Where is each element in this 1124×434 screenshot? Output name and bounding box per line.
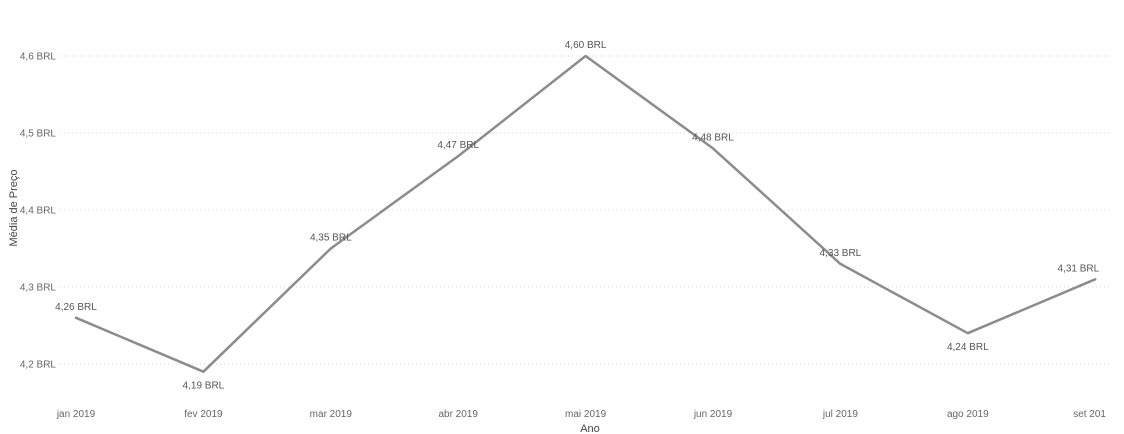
y-tick-label: 4,4 BRL: [20, 206, 57, 217]
x-tick-label: ago 2019: [947, 409, 989, 420]
series-line-group: [74, 54, 1097, 373]
x-tick-label: abr 2019: [438, 409, 478, 420]
x-tick-label: jan 2019: [56, 409, 96, 420]
y-tick-label: 4,6 BRL: [20, 52, 57, 63]
data-label: 4,26 BRL: [55, 302, 97, 313]
y-tick-label: 4,5 BRL: [20, 129, 57, 140]
series-line: [74, 54, 1097, 373]
y-axis-title: Média de Preço: [8, 169, 20, 246]
data-label: 4,48 BRL: [692, 132, 734, 143]
data-label: 4,35 BRL: [310, 233, 352, 244]
x-tick-label: mai 2019: [565, 409, 607, 420]
data-label: 4,47 BRL: [437, 140, 479, 151]
x-tick-label: set 201: [1073, 409, 1106, 420]
data-label: 4,33 BRL: [820, 248, 862, 259]
data-label: 4,19 BRL: [183, 381, 225, 392]
y-axis-ticks: 4,2 BRL 4,3 BRL 4,4 BRL 4,5 BRL 4,6 BRL: [20, 52, 57, 371]
x-axis-ticks: jan 2019 fev 2019 mar 2019 abr 2019 mai 2019…: [56, 409, 1107, 420]
y-tick-label: 4,3 BRL: [20, 283, 57, 294]
data-label: 4,31 BRL: [1057, 263, 1099, 274]
gridlines: [60, 55, 1112, 365]
x-tick-label: jun 2019: [693, 409, 733, 420]
data-label: 4,24 BRL: [947, 342, 989, 353]
y-tick-label: 4,2 BRL: [20, 360, 57, 371]
data-label: 4,60 BRL: [565, 40, 607, 51]
x-tick-label: fev 2019: [184, 409, 223, 420]
x-tick-label: mar 2019: [310, 409, 353, 420]
x-axis-title: Ano: [580, 423, 600, 434]
x-tick-label: jul 2019: [822, 409, 858, 420]
data-labels: 4,26 BRL 4,19 BRL 4,35 BRL 4,47 BRL 4,60 BRL…: [55, 40, 1099, 392]
